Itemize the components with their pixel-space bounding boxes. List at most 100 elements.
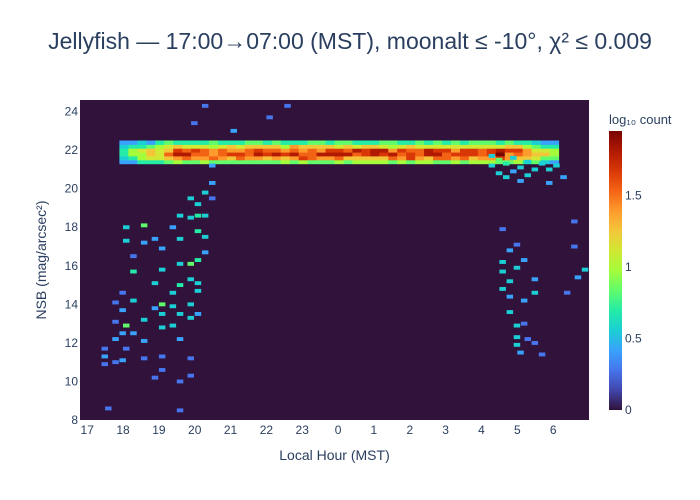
y-tick-label: 12: [65, 336, 79, 350]
heatmap-cell: [524, 173, 531, 178]
heatmap-cell: [112, 337, 119, 341]
heatmap-cell: [531, 148, 542, 153]
heatmap-cell: [176, 312, 184, 316]
heatmap-cell: [513, 140, 524, 145]
heatmap-cell: [503, 161, 510, 166]
heatmap-cell: [520, 321, 528, 326]
heatmap-cell: [397, 144, 407, 149]
heatmap-cell: [495, 159, 506, 165]
heatmap-cell: [289, 144, 300, 149]
heatmap-cell: [499, 287, 506, 291]
heatmap-cell: [513, 265, 521, 270]
heatmap-cell: [235, 144, 246, 149]
heatmap-cell: [504, 140, 515, 145]
heatmap-cell: [460, 152, 470, 157]
heatmap-cell: [155, 159, 165, 165]
heatmap-cell: [549, 155, 560, 161]
heatmap-cell: [513, 148, 524, 153]
heatmap-cell: [343, 152, 353, 157]
heatmap-cell: [164, 140, 174, 145]
heatmap-cell: [499, 260, 506, 264]
heatmap-cell: [477, 152, 488, 157]
chart-title: Jellyfish — 17:00→07:00 (MST), moonalt ≤…: [48, 28, 652, 54]
heatmap-cell: [235, 148, 246, 153]
heatmap-cell: [560, 175, 567, 180]
heatmap-cell: [209, 155, 219, 161]
heatmap-cell: [433, 155, 443, 161]
heatmap-cell: [415, 155, 425, 161]
heatmap-cell: [415, 152, 425, 157]
heatmap-cell: [155, 140, 165, 145]
heatmap-cell: [140, 240, 148, 245]
heatmap-cell: [182, 144, 192, 149]
heatmap-cell: [352, 152, 362, 157]
heatmap-cell: [200, 148, 210, 153]
heatmap-cell: [176, 236, 184, 241]
heatmap-cell: [460, 159, 470, 165]
heatmap-cell: [112, 300, 119, 305]
heatmap-cell: [388, 152, 398, 157]
heatmap-cell: [266, 115, 273, 120]
heatmap-cell: [546, 181, 553, 185]
heatmap-cell: [173, 159, 183, 165]
y-tick-label: 14: [65, 297, 79, 311]
heatmap-cell: [155, 155, 165, 161]
heatmap-cell: [531, 152, 542, 157]
heatmap-cell: [137, 152, 147, 157]
heatmap-cell: [187, 302, 194, 307]
heatmap-cell: [164, 155, 174, 161]
heatmap-cell: [370, 144, 380, 149]
heatmap-cell: [187, 215, 194, 220]
heatmap-cell: [531, 341, 539, 345]
heatmap-cell: [244, 155, 255, 161]
heatmap-cell: [140, 223, 148, 228]
x-tick-label: 5: [514, 423, 521, 437]
heatmap-cell: [488, 163, 496, 168]
heatmap-cell: [531, 144, 542, 149]
heatmap-cell: [182, 159, 192, 165]
heatmap-cell: [506, 248, 514, 253]
heatmap-cell: [209, 152, 219, 157]
heatmap-cell: [218, 144, 228, 149]
heatmap-cell: [227, 140, 237, 145]
heatmap-cell: [406, 144, 416, 149]
heatmap-cell: [227, 148, 237, 153]
heatmap-cell: [538, 352, 546, 357]
heatmap-cell: [522, 152, 533, 157]
heatmap-cell: [119, 140, 129, 145]
heatmap-cell: [442, 159, 452, 165]
heatmap-cell: [361, 159, 371, 165]
heatmap-cell: [227, 144, 237, 149]
heatmap-cell: [280, 155, 291, 161]
heatmap-cell: [307, 148, 318, 153]
heatmap-cell: [280, 152, 291, 157]
heatmap-cell: [503, 175, 510, 180]
heatmap-cell: [370, 155, 380, 161]
heatmap-cell: [298, 152, 309, 157]
heatmap-cell: [352, 140, 362, 145]
heatmap-cell: [119, 144, 129, 149]
heatmap-cell: [140, 317, 148, 322]
heatmap-cell: [343, 155, 353, 161]
heatmap-cell: [201, 234, 209, 239]
heatmap-cell: [581, 267, 589, 272]
heatmap-cell: [140, 356, 148, 361]
heatmap-cell: [201, 190, 209, 195]
heatmap-cell: [504, 159, 515, 165]
x-tick-label: 3: [442, 423, 449, 437]
heatmap-cell: [289, 155, 300, 161]
heatmap-cell: [477, 155, 488, 161]
y-tick-label: 22: [65, 143, 79, 157]
heatmap-cell: [227, 155, 237, 161]
heatmap-cell: [119, 308, 126, 313]
heatmap-cell: [571, 219, 578, 224]
heatmap-cell: [334, 152, 344, 157]
heatmap-cell: [397, 155, 407, 161]
heatmap-cell: [460, 144, 470, 149]
heatmap-cell: [477, 159, 488, 165]
heatmap-cell: [549, 148, 560, 153]
heatmap-cell: [325, 159, 335, 165]
heatmap-cell: [524, 159, 531, 164]
heatmap-cell: [244, 144, 255, 149]
heatmap-cell: [137, 159, 147, 165]
